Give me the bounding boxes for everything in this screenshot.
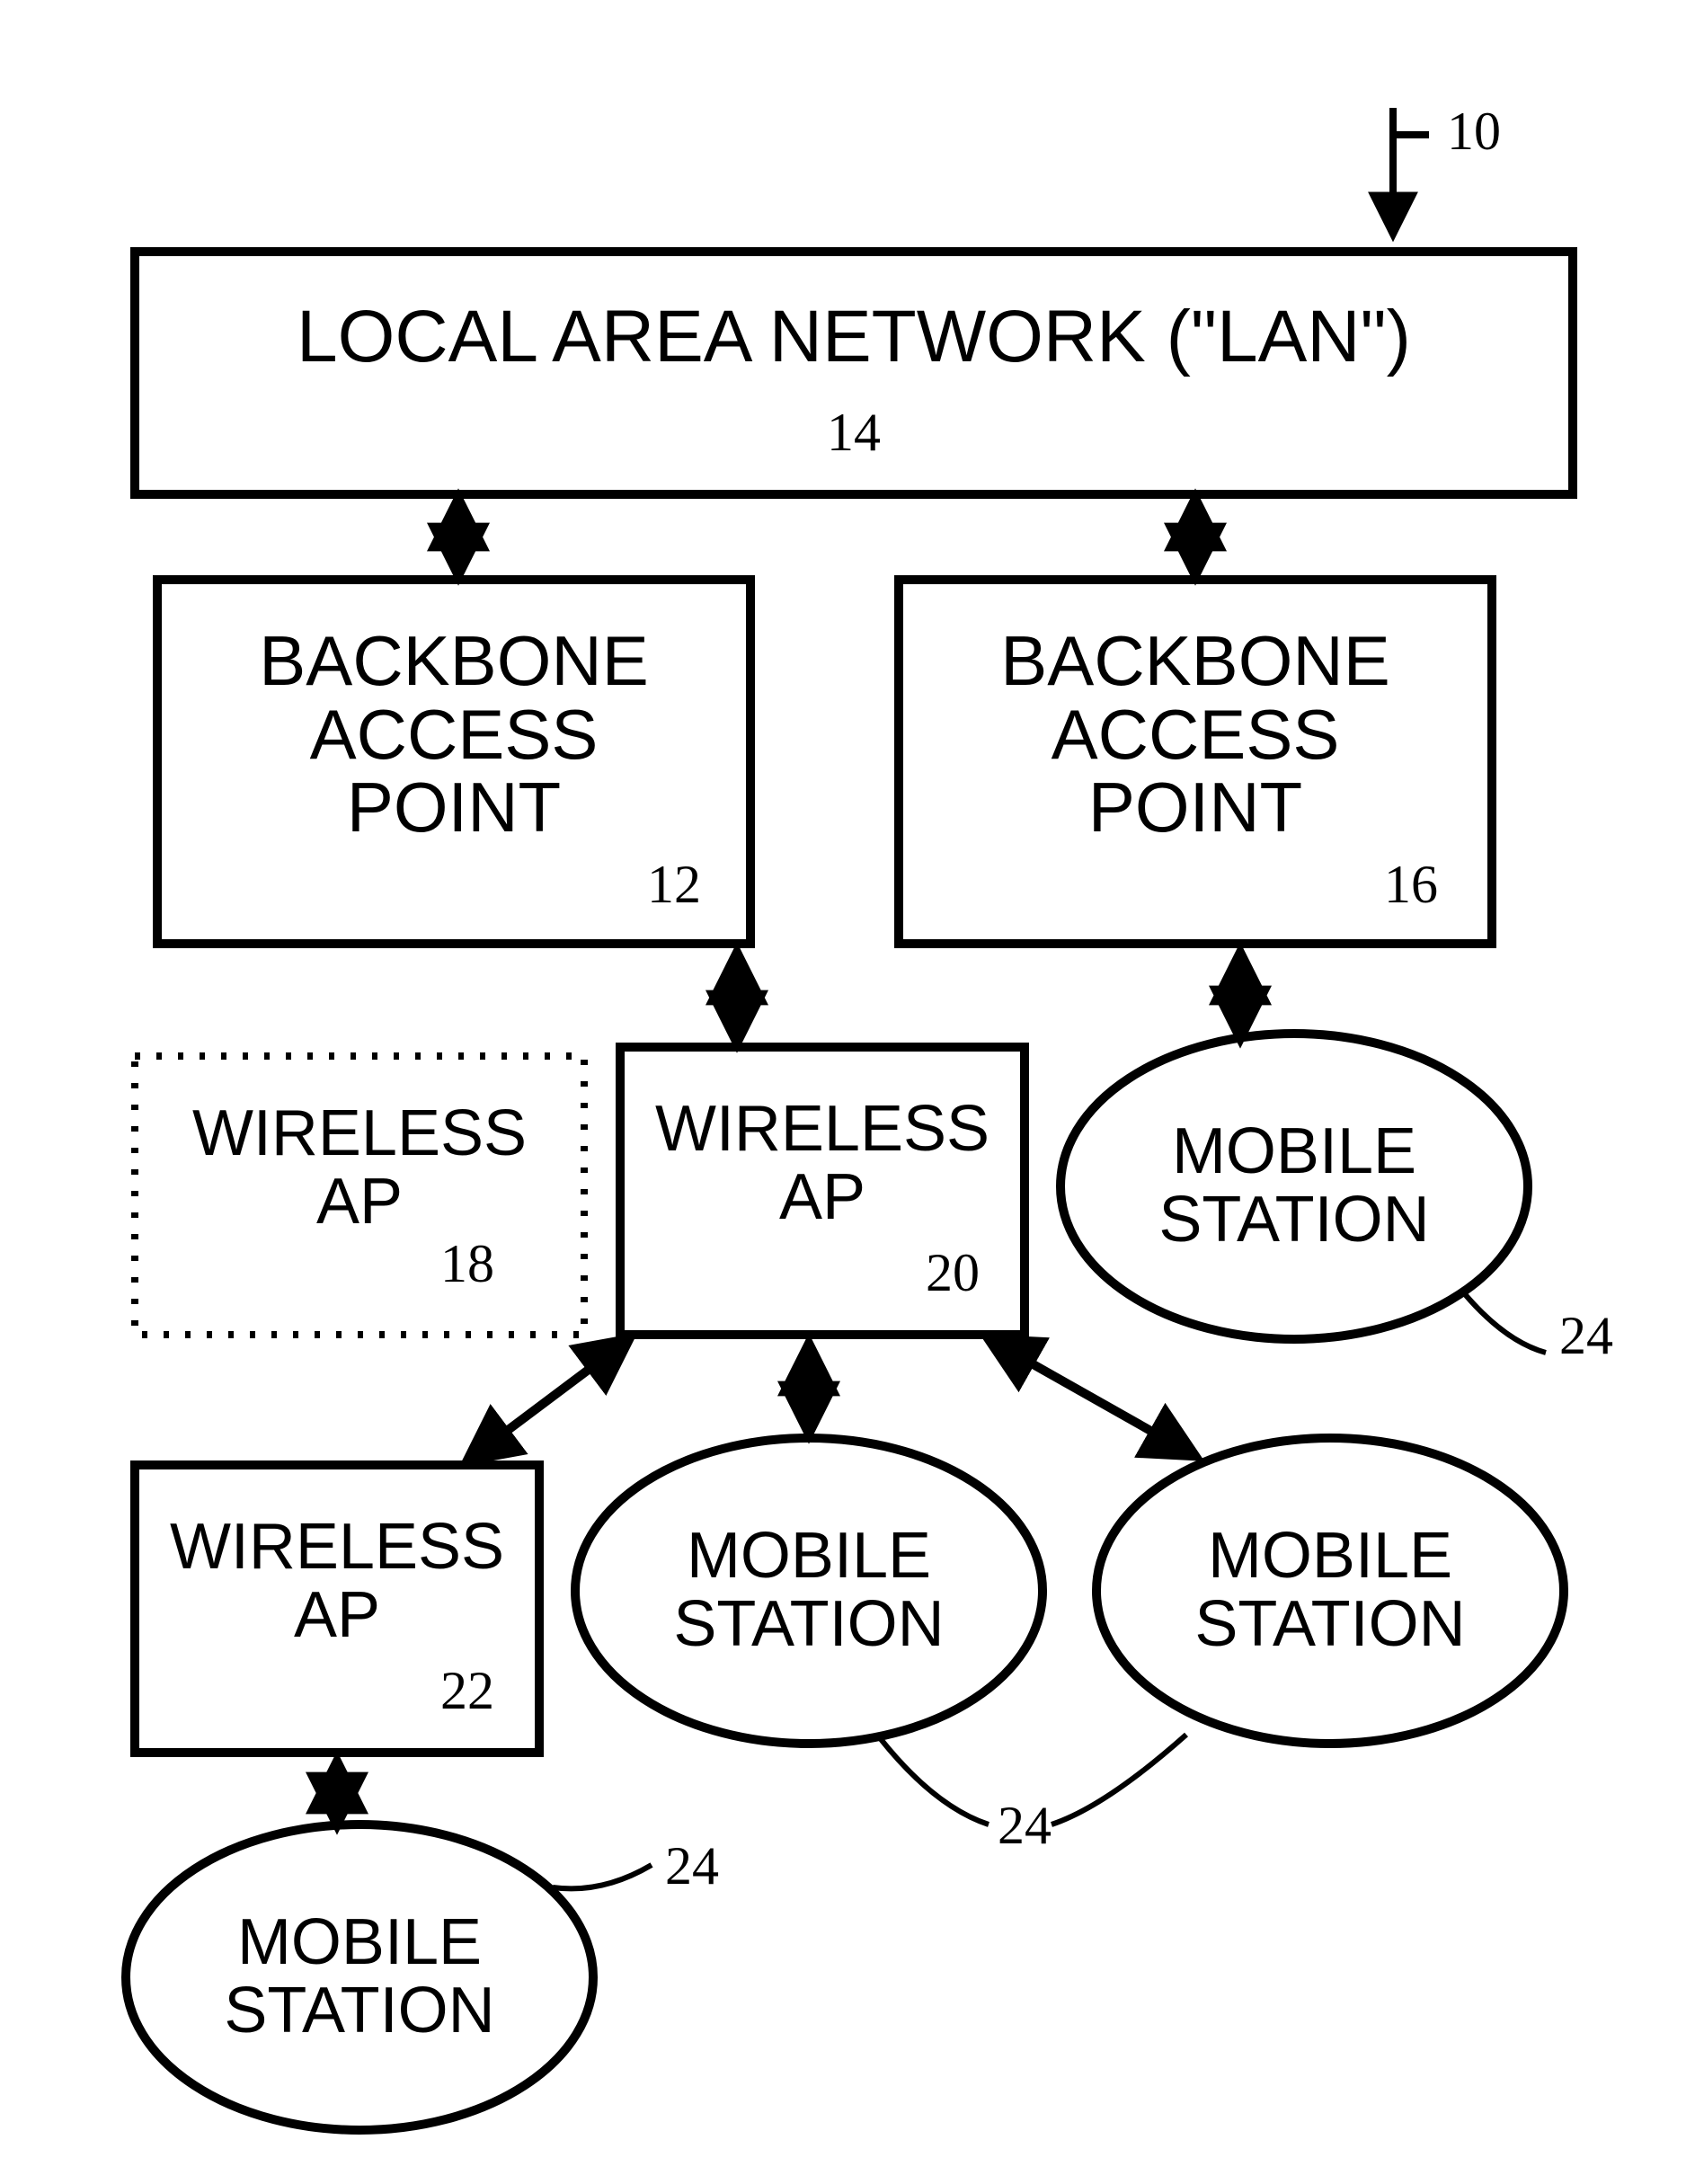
- ms_mid_left-label-line-1: STATION: [673, 1591, 944, 1659]
- ms_mid_right-label-line-1: STATION: [1194, 1591, 1465, 1659]
- wap_20-refnum: 20: [926, 1242, 980, 1304]
- shared-24-refnum: 24: [998, 1795, 1052, 1857]
- bap_left-refnum: 12: [647, 854, 701, 916]
- wap_22-label-line-1: AP: [294, 1582, 380, 1650]
- wap_22-label-line-0: WIRELESS: [170, 1514, 504, 1582]
- bap_left-label: BACKBONEACCESSPOINT: [157, 580, 750, 890]
- bap_right-label: BACKBONEACCESSPOINT: [899, 580, 1492, 890]
- bap_right-label-line-1: ACCESS: [1052, 698, 1340, 772]
- bap_right-label-line-0: BACKBONE: [1000, 625, 1389, 698]
- ms_bottom-refnum: 24: [665, 1835, 719, 1897]
- bap_left-label-line-1: ACCESS: [310, 698, 599, 772]
- wap_20-label-line-0: WIRELESS: [655, 1096, 989, 1164]
- ms_mid_right-label-line-0: MOBILE: [1208, 1523, 1452, 1591]
- wap_22-refnum: 22: [440, 1660, 494, 1722]
- ms_right_top-refnum: 24: [1559, 1305, 1613, 1367]
- ms_bottom-label-line-1: STATION: [224, 1977, 494, 2046]
- ms_mid_left-label-line-0: MOBILE: [687, 1523, 931, 1591]
- fig-id-refnum: 10: [1447, 101, 1501, 163]
- bap_right-refnum: 16: [1384, 854, 1438, 916]
- bap_left-label-line-0: BACKBONE: [259, 625, 648, 698]
- wap_dotted-label-line-0: WIRELESS: [192, 1100, 527, 1168]
- bap_left-label-line-2: POINT: [347, 771, 561, 845]
- wap_dotted-refnum: 18: [440, 1233, 494, 1295]
- wap_dotted-label: WIRELESSAP: [135, 1056, 584, 1281]
- label-layer: LOCAL AREA NETWORK ("LAN")14BACKBONEACCE…: [0, 0, 1695, 2184]
- ms_bottom-label: MOBILESTATION: [126, 1824, 593, 2130]
- lan-label-line-0: LOCAL AREA NETWORK ("LAN"): [297, 298, 1411, 376]
- ms_bottom-label-line-0: MOBILE: [237, 1909, 482, 1977]
- ms_mid_right-label: MOBILESTATION: [1096, 1438, 1564, 1744]
- ms_right_top-label-line-0: MOBILE: [1172, 1118, 1416, 1186]
- wap_dotted-label-line-1: AP: [316, 1168, 403, 1237]
- lan-refnum: 14: [827, 402, 881, 464]
- bap_right-label-line-2: POINT: [1088, 771, 1302, 845]
- ms_mid_left-label: MOBILESTATION: [575, 1438, 1043, 1744]
- ms_right_top-label: MOBILESTATION: [1060, 1034, 1528, 1339]
- ms_right_top-label-line-1: STATION: [1158, 1186, 1429, 1255]
- wap_20-label-line-1: AP: [779, 1164, 865, 1232]
- lan-label: LOCAL AREA NETWORK ("LAN"): [135, 252, 1573, 422]
